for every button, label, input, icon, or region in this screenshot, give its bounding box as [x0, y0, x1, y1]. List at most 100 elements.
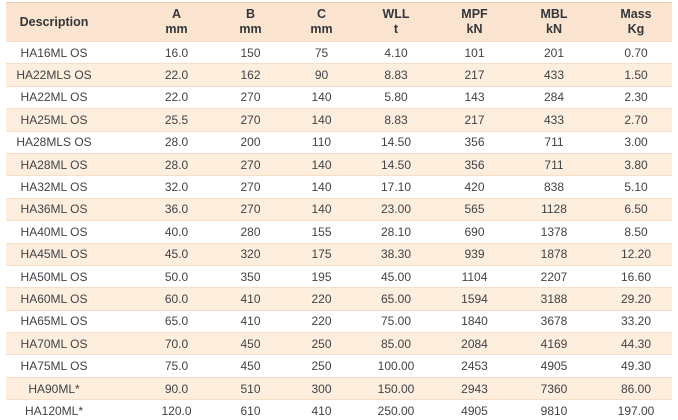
- table-row: HA25ML OS 25.5 270 140 8.83 217 433 2.70: [6, 108, 672, 132]
- value-cell: 8.50: [594, 220, 672, 244]
- table-body: HA16ML OS 16.0 150 75 4.10 101 201 0.70 HA22MLS …: [6, 40, 672, 420]
- value-cell: 8.83: [357, 63, 435, 87]
- value-cell: 23.00: [357, 197, 435, 221]
- value-cell: 711: [514, 152, 594, 176]
- value-cell: 250: [286, 332, 357, 355]
- column-header-label: MBL: [540, 7, 568, 21]
- value-cell: 690: [435, 220, 514, 244]
- value-cell: 217: [435, 63, 514, 87]
- value-cell: 16.60: [594, 264, 672, 288]
- description-cell: HA36ML OS: [6, 197, 102, 221]
- value-cell: 28.0: [102, 130, 215, 154]
- column-header-unit: mm: [165, 22, 188, 36]
- value-cell: 250.00: [357, 399, 435, 420]
- value-cell: 28.10: [357, 220, 435, 244]
- column-header-mpf: MPF kN: [435, 2, 514, 42]
- value-cell: 200: [215, 130, 286, 154]
- value-cell: 300: [286, 376, 357, 400]
- value-cell: 450: [215, 332, 286, 355]
- value-cell: 14.50: [357, 152, 435, 176]
- column-header-description: Description: [6, 2, 102, 42]
- value-cell: 565: [435, 197, 514, 221]
- value-cell: 450: [215, 354, 286, 378]
- column-header-unit: Kg: [627, 22, 645, 36]
- value-cell: 50.0: [102, 264, 215, 288]
- column-header-unit: mm: [239, 22, 262, 36]
- value-cell: 12.20: [594, 242, 672, 266]
- value-cell: 838: [514, 175, 594, 199]
- table-row: HA32ML OS 32.0 270 140 17.10 420 838 5.10: [6, 175, 672, 199]
- value-cell: 4.10: [357, 40, 435, 64]
- column-header-label: B: [245, 7, 256, 21]
- column-header-label: Description: [19, 14, 89, 29]
- value-cell: 120.0: [102, 399, 215, 420]
- value-cell: 45.0: [102, 242, 215, 266]
- column-header-label: C: [316, 7, 327, 21]
- value-cell: 6.50: [594, 197, 672, 221]
- value-cell: 217: [435, 108, 514, 132]
- value-cell: 29.20: [594, 287, 672, 311]
- value-cell: 175: [286, 242, 357, 266]
- description-cell: HA45ML OS: [6, 242, 102, 266]
- value-cell: 49.30: [594, 354, 672, 378]
- value-cell: 100.00: [357, 354, 435, 378]
- value-cell: 25.5: [102, 108, 215, 132]
- value-cell: 75: [286, 40, 357, 64]
- table-row: HA28ML OS 28.0 270 140 14.50 356 711 3.80: [6, 152, 672, 176]
- value-cell: 4169: [514, 332, 594, 355]
- table-row: HA90ML* 90.0 510 300 150.00 2943 7360 86.00: [6, 376, 672, 400]
- value-cell: 2084: [435, 332, 514, 355]
- value-cell: 270: [215, 197, 286, 221]
- value-cell: 1378: [514, 220, 594, 244]
- table-row: HA65ML OS 65.0 410 220 75.00 1840 3678 33.20: [6, 309, 672, 333]
- value-cell: 220: [286, 287, 357, 311]
- value-cell: 270: [215, 85, 286, 109]
- value-cell: 155: [286, 220, 357, 244]
- description-cell: HA28ML OS: [6, 152, 102, 176]
- description-cell: HA120ML*: [6, 399, 102, 420]
- value-cell: 101: [435, 40, 514, 64]
- description-cell: HA22MLS OS: [6, 63, 102, 87]
- value-cell: 0.70: [594, 40, 672, 64]
- value-cell: 350: [215, 264, 286, 288]
- value-cell: 410: [215, 287, 286, 311]
- value-cell: 45.00: [357, 264, 435, 288]
- value-cell: 150.00: [357, 376, 435, 400]
- value-cell: 90: [286, 63, 357, 87]
- value-cell: 356: [435, 130, 514, 154]
- description-cell: HA28MLS OS: [6, 130, 102, 154]
- value-cell: 40.0: [102, 220, 215, 244]
- value-cell: 140: [286, 108, 357, 132]
- value-cell: 140: [286, 152, 357, 176]
- column-header-label: MPF: [461, 7, 488, 21]
- column-header-wll: WLL t: [357, 2, 435, 42]
- value-cell: 86.00: [594, 376, 672, 400]
- description-cell: HA50ML OS: [6, 264, 102, 288]
- table-row: HA45ML OS 45.0 320 175 38.30 939 1878 12.20: [6, 242, 672, 266]
- value-cell: 65.00: [357, 287, 435, 311]
- value-cell: 16.0: [102, 40, 215, 64]
- value-cell: 85.00: [357, 332, 435, 355]
- value-cell: 140: [286, 85, 357, 109]
- value-cell: 939: [435, 242, 514, 266]
- table-row: HA75ML OS 75.0 450 250 100.00 2453 4905 49.30: [6, 354, 672, 378]
- value-cell: 410: [286, 399, 357, 420]
- table-row: HA40ML OS 40.0 280 155 28.10 690 1378 8.50: [6, 220, 672, 244]
- value-cell: 7360: [514, 376, 594, 400]
- value-cell: 140: [286, 197, 357, 221]
- value-cell: 270: [215, 108, 286, 132]
- column-header-unit: kN: [546, 22, 562, 36]
- table-row: HA28MLS OS 28.0 200 110 14.50 356 711 3.00: [6, 130, 672, 154]
- table-row: HA22ML OS 22.0 270 140 5.80 143 284 2.30: [6, 85, 672, 109]
- value-cell: 610: [215, 399, 286, 420]
- value-cell: 5.80: [357, 85, 435, 109]
- column-header-unit: mm: [310, 22, 333, 36]
- description-cell: HA32ML OS: [6, 175, 102, 199]
- table-row: HA60ML OS 60.0 410 220 65.00 1594 3188 29.20: [6, 287, 672, 311]
- value-cell: 22.0: [102, 85, 215, 109]
- value-cell: 143: [435, 85, 514, 109]
